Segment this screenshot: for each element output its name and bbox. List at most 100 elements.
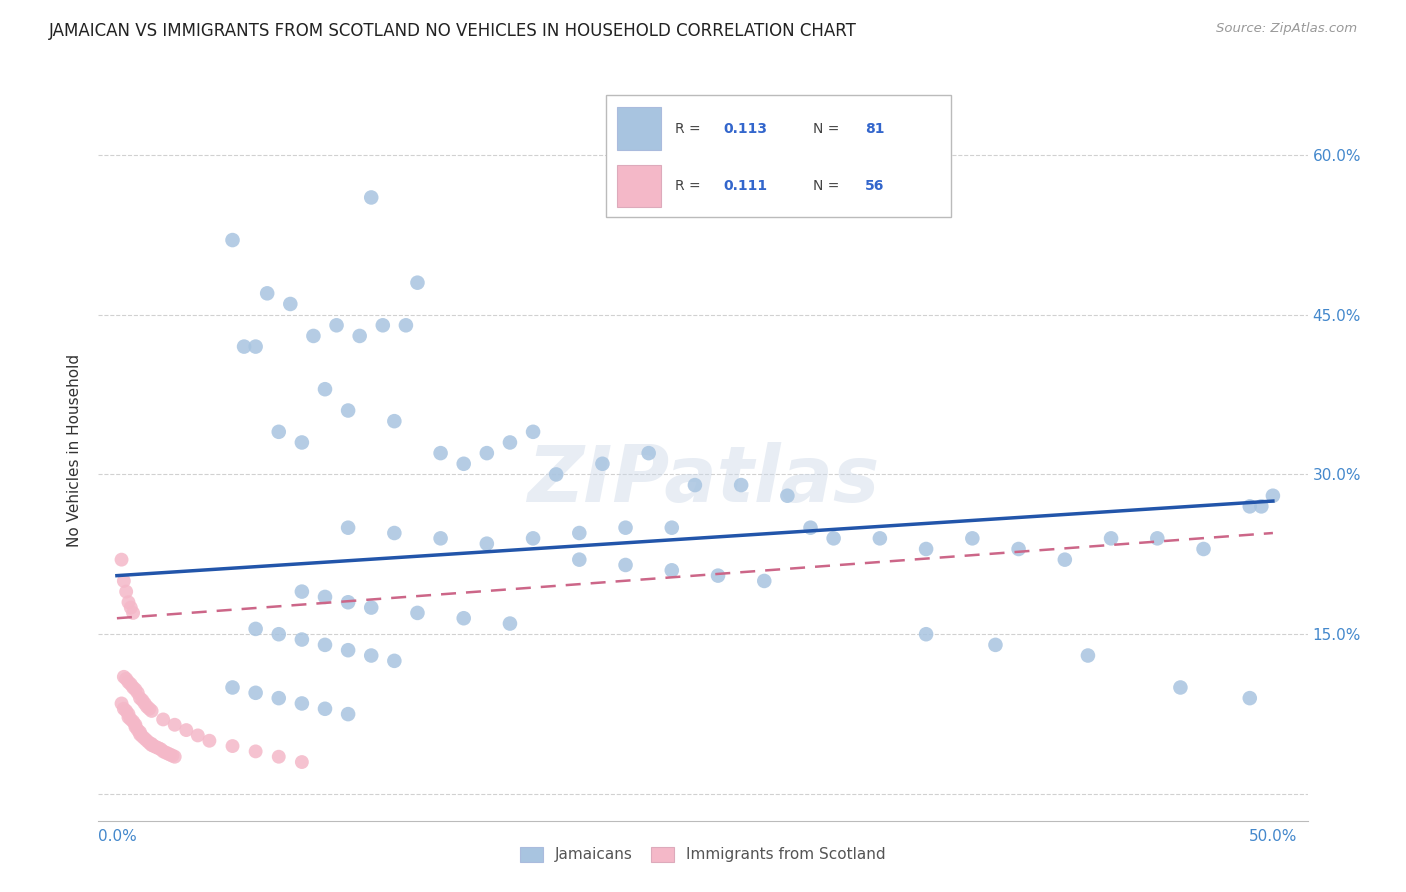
Point — [120, 600, 142, 615]
Point — [395, 318, 418, 333]
Point — [453, 611, 475, 625]
Point — [221, 681, 243, 695]
Point — [291, 632, 314, 647]
Point — [291, 755, 314, 769]
Point — [198, 733, 221, 747]
Point — [136, 733, 159, 747]
Point — [707, 568, 730, 582]
Point — [115, 672, 138, 686]
Point — [349, 329, 371, 343]
Point — [337, 707, 360, 722]
Point — [337, 595, 360, 609]
Point — [163, 718, 186, 732]
Point — [1250, 500, 1272, 514]
Point — [360, 600, 382, 615]
Point — [278, 297, 301, 311]
Point — [162, 748, 184, 763]
Point — [1099, 532, 1122, 546]
Point — [1146, 532, 1168, 546]
Point — [475, 536, 498, 550]
Point — [221, 233, 243, 247]
Point — [163, 749, 186, 764]
Point — [522, 532, 544, 546]
Point — [1239, 500, 1261, 514]
Point — [1007, 541, 1029, 556]
Point — [499, 616, 522, 631]
Point — [314, 702, 336, 716]
Point — [141, 737, 163, 751]
Point — [138, 702, 160, 716]
Point — [129, 725, 152, 739]
Point — [522, 425, 544, 439]
Point — [127, 723, 149, 737]
Point — [799, 521, 821, 535]
Point — [360, 190, 382, 204]
Point — [371, 318, 394, 333]
Point — [120, 677, 142, 691]
Point — [382, 526, 405, 541]
Point — [1053, 552, 1076, 566]
Point — [406, 606, 429, 620]
Point — [568, 526, 591, 541]
Point — [823, 532, 845, 546]
Point — [256, 286, 278, 301]
Point — [110, 697, 132, 711]
Point — [174, 723, 197, 737]
Point — [267, 425, 290, 439]
Point — [138, 736, 160, 750]
Point — [152, 713, 174, 727]
Point — [156, 747, 179, 761]
Point — [145, 740, 167, 755]
Point — [115, 584, 138, 599]
Point — [134, 697, 156, 711]
Point — [117, 595, 139, 609]
Point — [117, 707, 139, 722]
Point — [499, 435, 522, 450]
Point — [915, 541, 938, 556]
Y-axis label: No Vehicles in Household: No Vehicles in Household — [67, 354, 83, 547]
Point — [453, 457, 475, 471]
Point — [233, 340, 256, 354]
Point — [1077, 648, 1099, 663]
Point — [122, 606, 145, 620]
Point — [869, 532, 891, 546]
Text: ZIPatlas: ZIPatlas — [527, 442, 879, 518]
Point — [291, 435, 314, 450]
Point — [291, 697, 314, 711]
Point — [546, 467, 568, 482]
Point — [429, 446, 451, 460]
Point — [124, 718, 146, 732]
Point — [1192, 541, 1215, 556]
Point — [360, 648, 382, 663]
Point — [661, 563, 683, 577]
Point — [730, 478, 752, 492]
Point — [314, 638, 336, 652]
Point — [152, 744, 174, 758]
Point — [915, 627, 938, 641]
Point — [142, 739, 165, 753]
Point — [115, 704, 138, 718]
Point — [429, 532, 451, 546]
Point — [245, 686, 267, 700]
Point — [1239, 691, 1261, 706]
Point — [776, 489, 799, 503]
Point — [267, 627, 290, 641]
Point — [122, 681, 145, 695]
Point — [129, 727, 152, 741]
Point — [124, 682, 146, 697]
Point — [337, 643, 360, 657]
Point — [120, 713, 142, 727]
Point — [568, 552, 591, 566]
Point — [187, 728, 209, 742]
Point — [267, 691, 290, 706]
Point — [382, 654, 405, 668]
Point — [683, 478, 706, 492]
Point — [962, 532, 984, 546]
Point — [754, 574, 776, 588]
Point — [117, 710, 139, 724]
Point — [337, 403, 360, 417]
Legend: Jamaicans, Immigrants from Scotland: Jamaicans, Immigrants from Scotland — [513, 841, 893, 869]
Point — [1261, 489, 1284, 503]
Point — [984, 638, 1007, 652]
Point — [267, 749, 290, 764]
